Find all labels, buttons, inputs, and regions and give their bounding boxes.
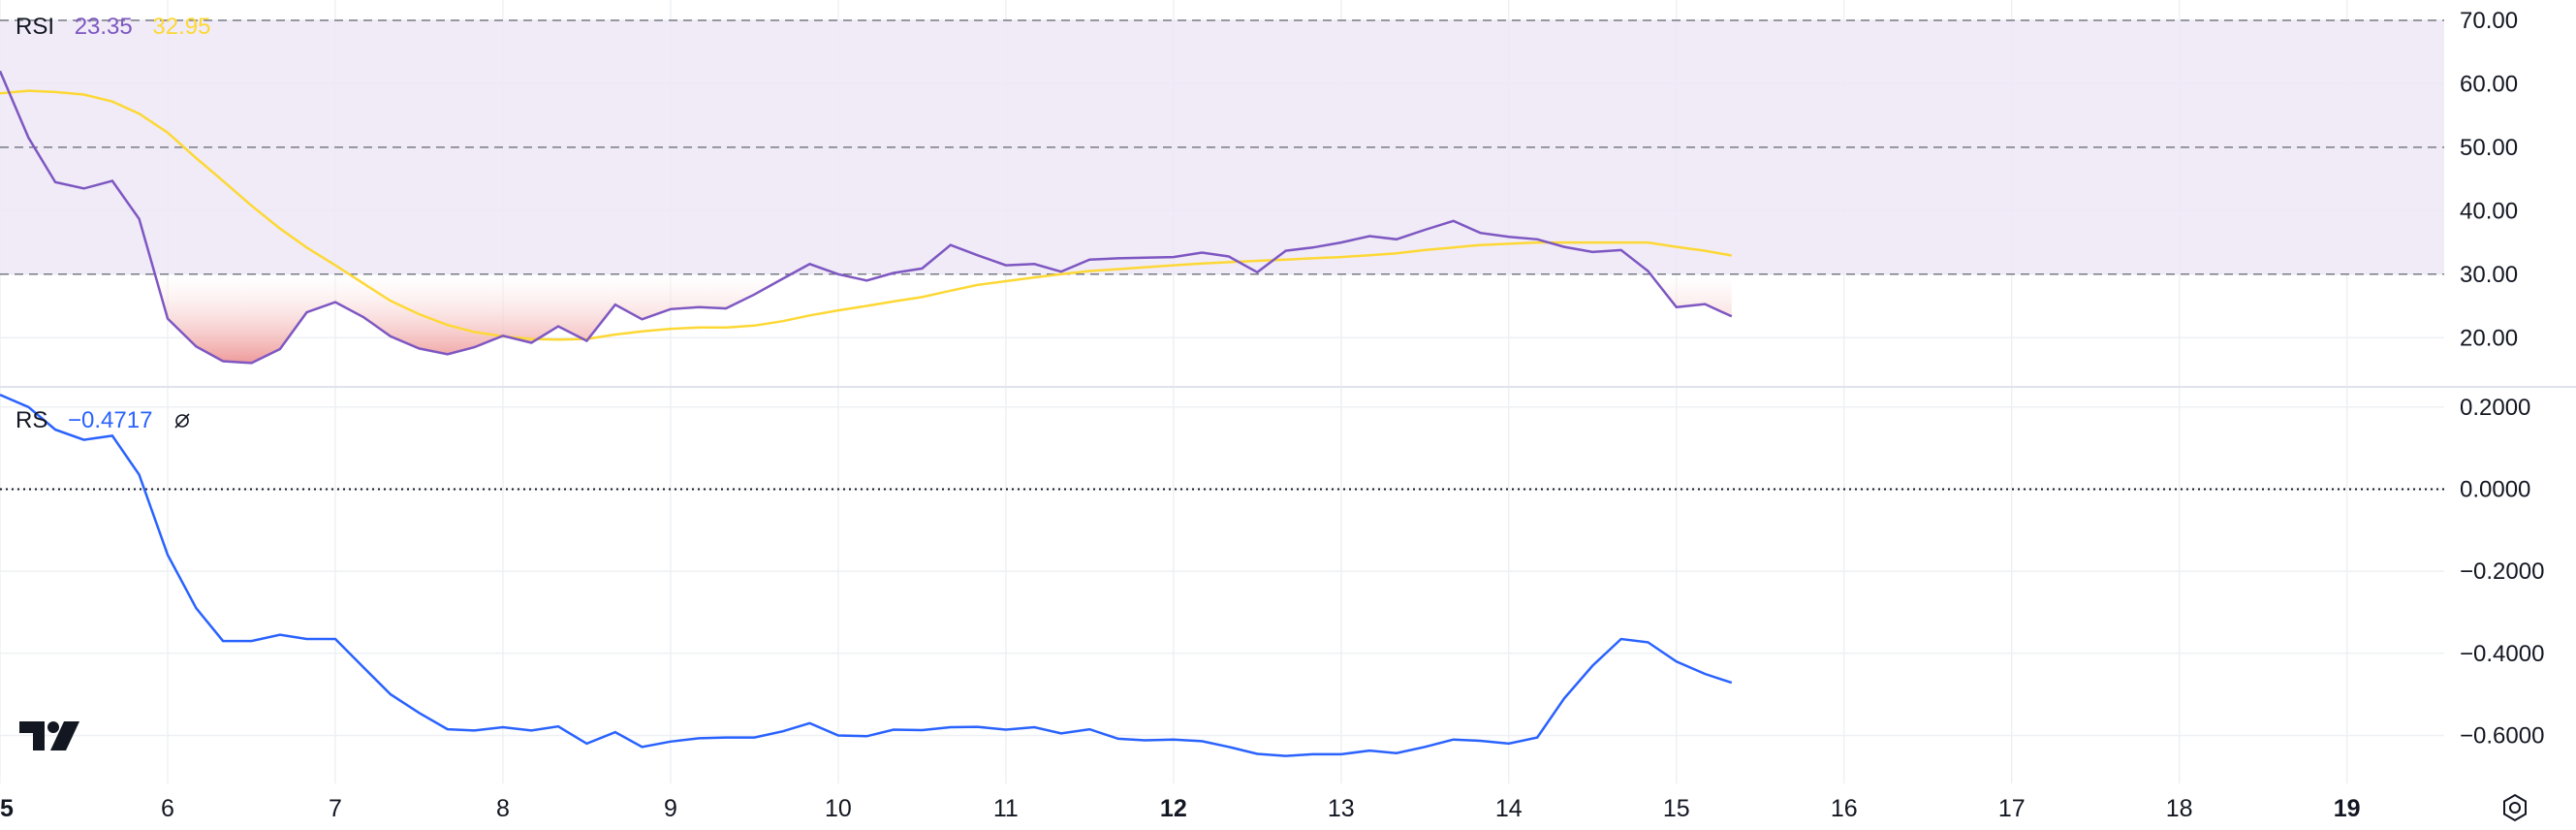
rsi-y-axis: 70.00 60.00 50.00 40.00 30.00 20.00 xyxy=(2460,8,2518,351)
rsi-y-tick-label: 30.00 xyxy=(2460,262,2518,288)
rs-y-tick-label: −0.2000 xyxy=(2460,559,2544,585)
x-tick-label: 11 xyxy=(993,795,1019,822)
rs-y-tick-label: 0.2000 xyxy=(2460,395,2530,421)
rsi-legend-ma-value: 32.95 xyxy=(152,14,211,40)
x-tick-label: 7 xyxy=(329,795,342,822)
x-tick-label: 15 xyxy=(1663,795,1690,822)
x-tick-label: 14 xyxy=(1495,795,1523,822)
rsi-legend-label: RSI xyxy=(16,14,55,40)
rsi-y-tick-label: 20.00 xyxy=(2460,325,2518,351)
rs-line xyxy=(0,393,1733,757)
x-tick-label: 6 xyxy=(161,795,174,822)
rsi-legend[interactable]: RSI 23.35 32.95 xyxy=(16,14,224,41)
x-tick-label: 10 xyxy=(825,795,852,822)
rs-y-tick-label: −0.4000 xyxy=(2460,641,2544,667)
rsi-series-group xyxy=(0,70,1733,365)
x-tick-label: 18 xyxy=(2166,795,2193,822)
x-tick-label: 17 xyxy=(1998,795,2026,822)
x-tick-label: 12 xyxy=(1160,795,1187,822)
x-axis: 5 6 7 8 9 10 11 12 13 14 15 16 17 18 19 xyxy=(0,795,2361,822)
rs-grid xyxy=(0,388,2444,783)
rs-y-tick-label: −0.6000 xyxy=(2460,722,2544,749)
tradingview-logo-icon xyxy=(19,721,79,750)
rsi-oversold-fill xyxy=(154,273,1732,364)
rs-series-group xyxy=(0,393,1733,757)
rsi-ma-line xyxy=(0,89,1733,341)
rs-y-axis: 0.2000 0.0000 −0.2000 −0.4000 −0.6000 xyxy=(2460,395,2544,750)
rsi-y-tick-label: 40.00 xyxy=(2460,198,2518,224)
rsi-line xyxy=(0,70,1733,365)
rs-legend-value: −0.4717 xyxy=(68,407,153,433)
x-tick-label: 5 xyxy=(0,795,14,822)
x-tick-label: 16 xyxy=(1831,795,1858,822)
eye-crossed-icon[interactable] xyxy=(173,411,192,431)
rs-y-tick-label: 0.0000 xyxy=(2460,476,2530,502)
x-tick-label: 19 xyxy=(2334,795,2361,822)
x-tick-label: 9 xyxy=(664,795,677,822)
settings-gear-icon[interactable] xyxy=(2500,793,2529,822)
rsi-y-tick-label: 60.00 xyxy=(2460,71,2518,97)
rsi-y-tick-label: 70.00 xyxy=(2460,8,2518,34)
x-tick-label: 8 xyxy=(496,795,510,822)
x-tick-label: 13 xyxy=(1328,795,1355,822)
rs-legend-label: RS xyxy=(16,407,48,433)
rsi-legend-value: 23.35 xyxy=(74,14,133,40)
rs-legend[interactable]: RS −0.4717 xyxy=(16,407,192,434)
rsi-y-tick-label: 50.00 xyxy=(2460,135,2518,161)
